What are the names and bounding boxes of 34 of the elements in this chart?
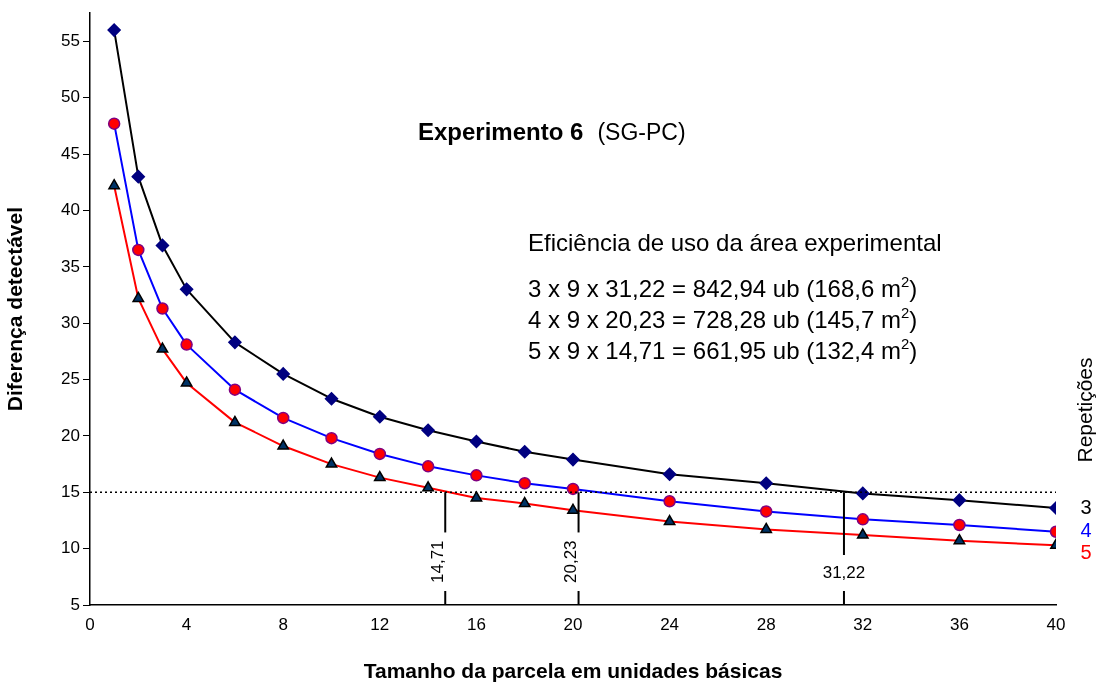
y-tick-label: 35 [61, 256, 80, 276]
y-tick-label: 30 [61, 312, 80, 332]
x-tick-label: 36 [949, 614, 969, 634]
y-tick-label: 25 [61, 369, 80, 389]
series-label: 3 [1080, 495, 1092, 518]
x-tick-label: 24 [660, 614, 680, 634]
x-tick-label: 40 [1046, 614, 1066, 634]
x-tick-label: 16 [466, 614, 486, 634]
x-tick-label: 8 [278, 614, 288, 634]
y-tick-label: 50 [61, 87, 80, 107]
text: (SG-PC) [597, 119, 686, 145]
ref-line-label: 20,23 [561, 540, 581, 583]
y-axis-title: Diferença detectável [3, 206, 27, 412]
annotation: Eficiência de uso da área experimental [528, 229, 942, 256]
x-axis-title: Tamanho da parcela em unidades básicas [363, 659, 783, 683]
ref-line-label: 14,71 [427, 540, 447, 583]
y-tick-label: 40 [61, 200, 80, 220]
y-tick-label: 20 [61, 425, 80, 445]
series-label: 4 [1080, 519, 1092, 542]
y-tick-label: 5 [70, 594, 80, 614]
y-tick-label: 45 [61, 143, 80, 163]
x-tick-label: 20 [563, 614, 583, 634]
x-tick-label: 32 [853, 614, 873, 634]
y-tick-label: 15 [61, 481, 80, 501]
text: Experimento 6 [418, 118, 584, 145]
y-tick-label: 10 [61, 538, 80, 558]
x-tick-label: 4 [181, 614, 192, 634]
y-tick-label: 55 [61, 31, 80, 51]
series-label: 5 [1080, 541, 1092, 564]
x-tick-label: 28 [756, 614, 776, 634]
x-tick-label: 12 [370, 614, 390, 634]
x-tick-label: 0 [85, 614, 95, 634]
ref-line-label: 31,22 [822, 562, 866, 582]
legend-title: Repetições [1072, 357, 1096, 463]
